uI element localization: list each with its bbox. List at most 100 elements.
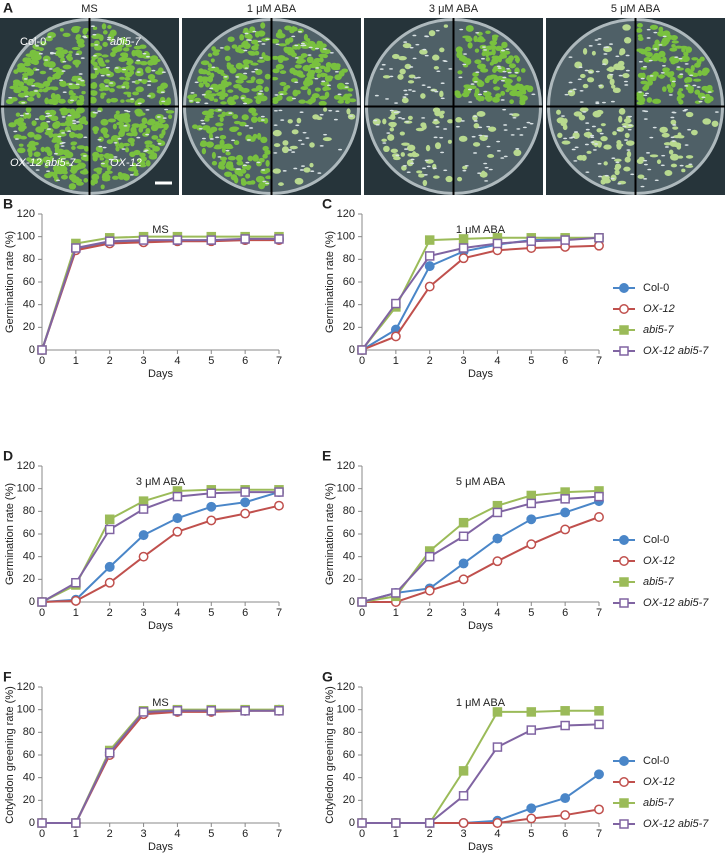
- seed: [321, 80, 326, 83]
- legend-label: OX-12 abi5-7: [643, 597, 709, 609]
- y-tick-label: 100: [337, 483, 355, 495]
- seedling: [208, 95, 215, 101]
- seedling: [118, 174, 125, 180]
- seed: [568, 90, 573, 93]
- seedling: [467, 42, 473, 49]
- seed: [483, 162, 488, 165]
- seed: [385, 98, 390, 100]
- seedling: [681, 168, 686, 173]
- panel-label: D: [3, 448, 13, 464]
- x-tick-label: 2: [107, 828, 113, 840]
- seed: [585, 171, 590, 173]
- seedling: [227, 89, 234, 93]
- seedling: [207, 53, 213, 58]
- x-tick-label: 0: [39, 355, 45, 367]
- seedling: [298, 99, 306, 104]
- seedling: [145, 160, 151, 167]
- x-tick-label: 1: [393, 828, 399, 840]
- seed: [44, 59, 49, 61]
- seedling: [296, 57, 305, 63]
- seedling: [118, 115, 125, 123]
- series-line: [42, 709, 279, 824]
- marker: [492, 556, 503, 567]
- seed: [512, 116, 517, 119]
- seed: [144, 149, 149, 152]
- seedling: [227, 36, 235, 42]
- series-line: [42, 709, 279, 824]
- seedling: [420, 93, 426, 99]
- seed: [594, 39, 599, 41]
- seedling: [207, 63, 213, 68]
- chart-title: 5 μM ABA: [456, 476, 506, 488]
- marker: [240, 487, 250, 497]
- seed: [35, 68, 40, 71]
- y-tick-label: 80: [343, 253, 355, 265]
- seedling: [89, 96, 97, 104]
- seed: [436, 70, 441, 73]
- seedling: [484, 95, 493, 101]
- seed: [335, 110, 340, 113]
- seedling: [56, 148, 65, 156]
- seedling: [652, 98, 662, 104]
- seed: [13, 130, 18, 133]
- seedling: [76, 145, 86, 150]
- seedling: [382, 118, 387, 125]
- marker: [492, 533, 503, 544]
- seed: [389, 75, 394, 78]
- x-axis-title: Days: [468, 620, 494, 632]
- seedling: [106, 98, 112, 104]
- x-tick-label: 0: [359, 355, 365, 367]
- seed: [310, 170, 315, 173]
- seed: [244, 32, 249, 35]
- seedling: [509, 99, 514, 104]
- seedling: [265, 168, 271, 173]
- seedling: [606, 67, 615, 72]
- seed: [628, 124, 633, 127]
- seedling: [279, 70, 287, 75]
- seed: [405, 120, 410, 123]
- seedling: [495, 45, 504, 52]
- marker: [274, 487, 284, 497]
- seed: [568, 56, 573, 58]
- plate-title: 3 μM ABA: [429, 3, 479, 15]
- seed: [471, 135, 476, 138]
- seedling: [122, 142, 131, 147]
- y-tick-label: 20: [343, 573, 355, 585]
- seedling: [511, 113, 520, 117]
- seedling: [309, 142, 315, 148]
- marker: [492, 707, 503, 717]
- seedling: [624, 156, 631, 163]
- seedling: [508, 74, 518, 78]
- y-tick-label: 20: [343, 794, 355, 806]
- seed: [500, 79, 505, 82]
- seedling: [134, 108, 143, 115]
- seed: [145, 133, 150, 136]
- seed: [243, 49, 248, 52]
- seed: [473, 80, 478, 83]
- marker: [37, 345, 47, 355]
- seedling: [242, 42, 251, 50]
- seed: [75, 121, 80, 123]
- seed: [145, 55, 150, 58]
- seed: [579, 89, 584, 92]
- seedling: [18, 143, 24, 147]
- x-tick-label: 3: [141, 355, 147, 367]
- seed: [189, 100, 194, 102]
- marker: [70, 595, 81, 606]
- seed: [75, 53, 80, 55]
- seedling: [70, 141, 78, 145]
- marker: [526, 514, 537, 525]
- legend-label: OX-12: [643, 303, 675, 315]
- seedling: [318, 53, 327, 58]
- seedling: [133, 45, 142, 50]
- seed: [463, 53, 468, 55]
- seedling: [445, 175, 453, 183]
- seedling: [135, 86, 144, 93]
- seed: [291, 35, 296, 38]
- seed: [671, 140, 676, 142]
- seedling: [265, 160, 270, 167]
- seed: [475, 71, 480, 74]
- seedling: [159, 133, 164, 139]
- seedling: [383, 145, 390, 153]
- seedling: [113, 135, 121, 139]
